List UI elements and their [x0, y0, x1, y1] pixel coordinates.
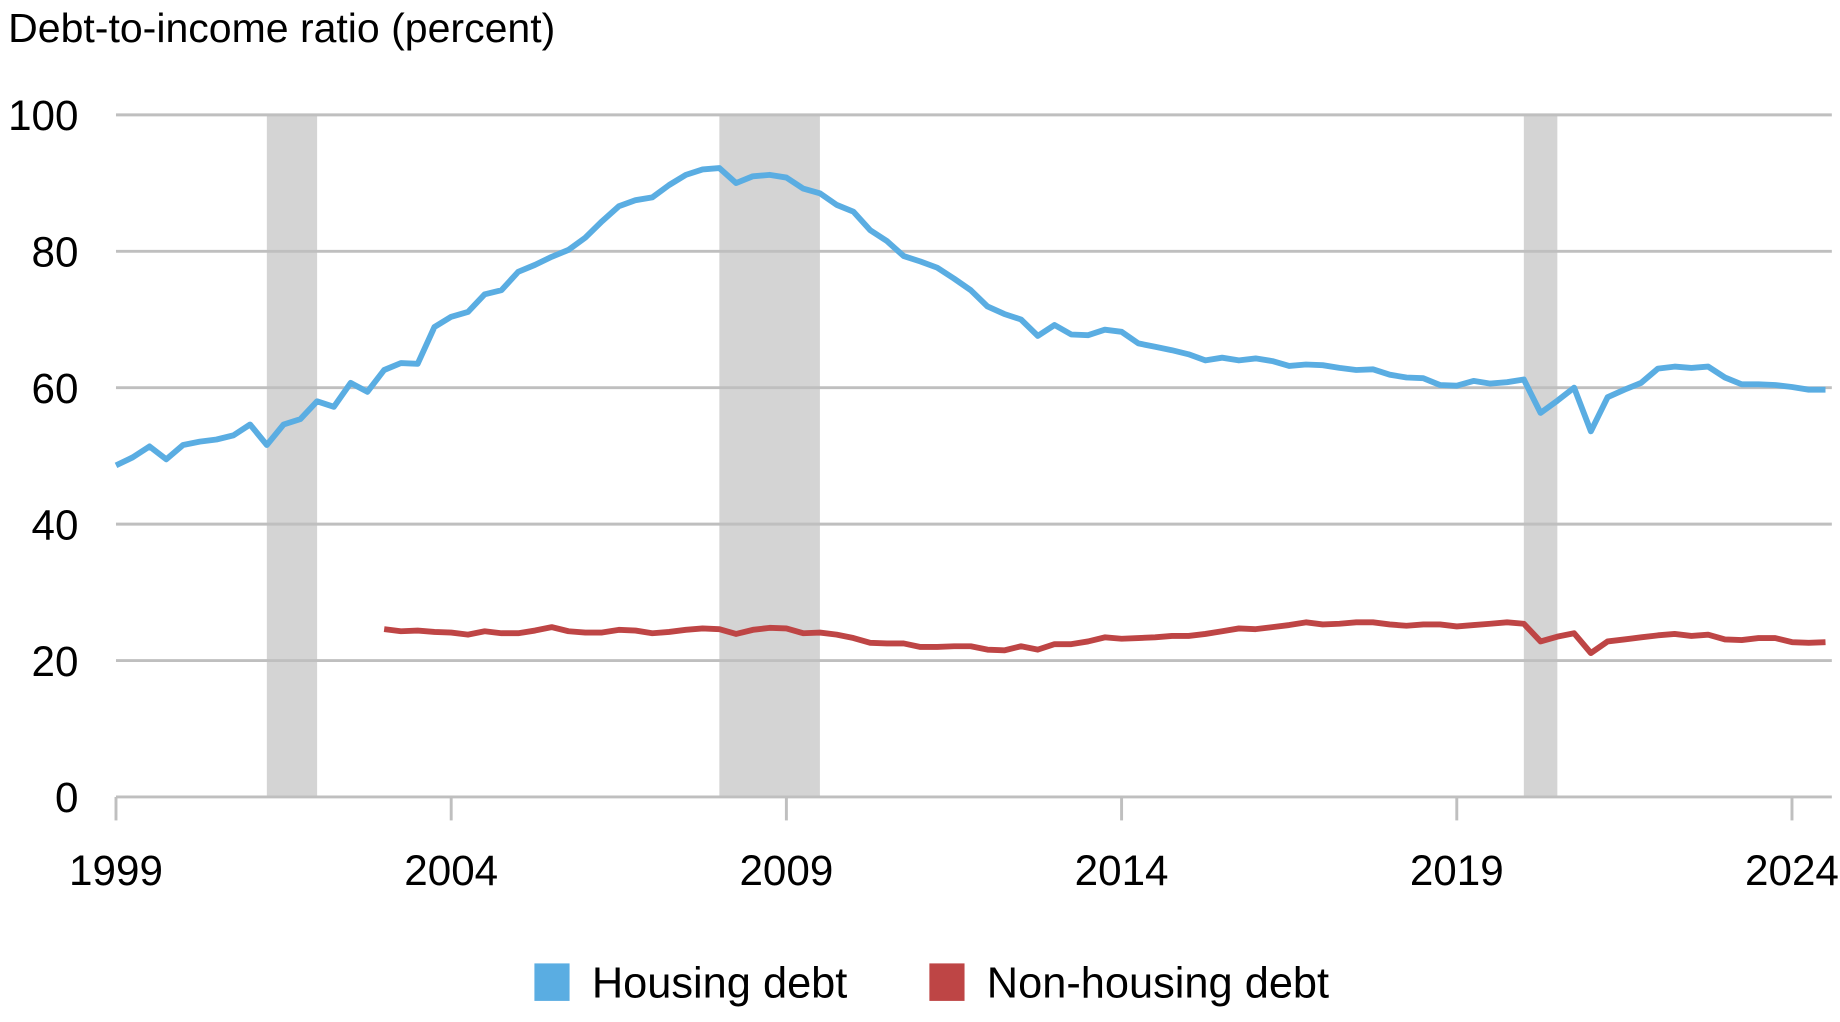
chart-title: Debt-to-income ratio (percent) [8, 5, 555, 51]
y-tick-label: 80 [32, 229, 79, 276]
y-tick-label: 0 [55, 774, 78, 821]
legend-label-non-housing: Non-housing debt [987, 959, 1329, 1007]
x-tick-label: 2014 [1075, 847, 1169, 894]
legend-swatch-non-housing [929, 963, 965, 1001]
y-tick-label: 40 [32, 501, 79, 548]
x-tick-label: 2009 [739, 847, 833, 894]
recession-band [266, 114, 318, 797]
x-axis: 1999 2004 2009 2014 2019 2024 [69, 796, 1839, 894]
recession-band [1523, 114, 1558, 797]
recession-band [719, 114, 820, 797]
legend: Housing debt Non-housing debt [534, 959, 1329, 1007]
series-line-non-housing [383, 619, 1826, 656]
series-line-housing [114, 165, 1826, 469]
x-tick-label: 2004 [404, 847, 498, 894]
y-tick-label: 60 [32, 365, 79, 412]
y-axis: 0 20 40 60 80 100 [8, 92, 78, 821]
x-tick-label: 2019 [1410, 847, 1504, 894]
recession-bands [266, 114, 1558, 797]
x-tick-label: 2024 [1745, 847, 1839, 894]
gridlines [115, 113, 1832, 799]
legend-swatch-housing [534, 963, 570, 1001]
series-lines [114, 165, 1826, 656]
legend-label-housing: Housing debt [592, 959, 848, 1007]
y-tick-label: 100 [8, 92, 78, 139]
y-tick-label: 20 [32, 638, 79, 685]
x-tick-label: 1999 [69, 847, 163, 894]
